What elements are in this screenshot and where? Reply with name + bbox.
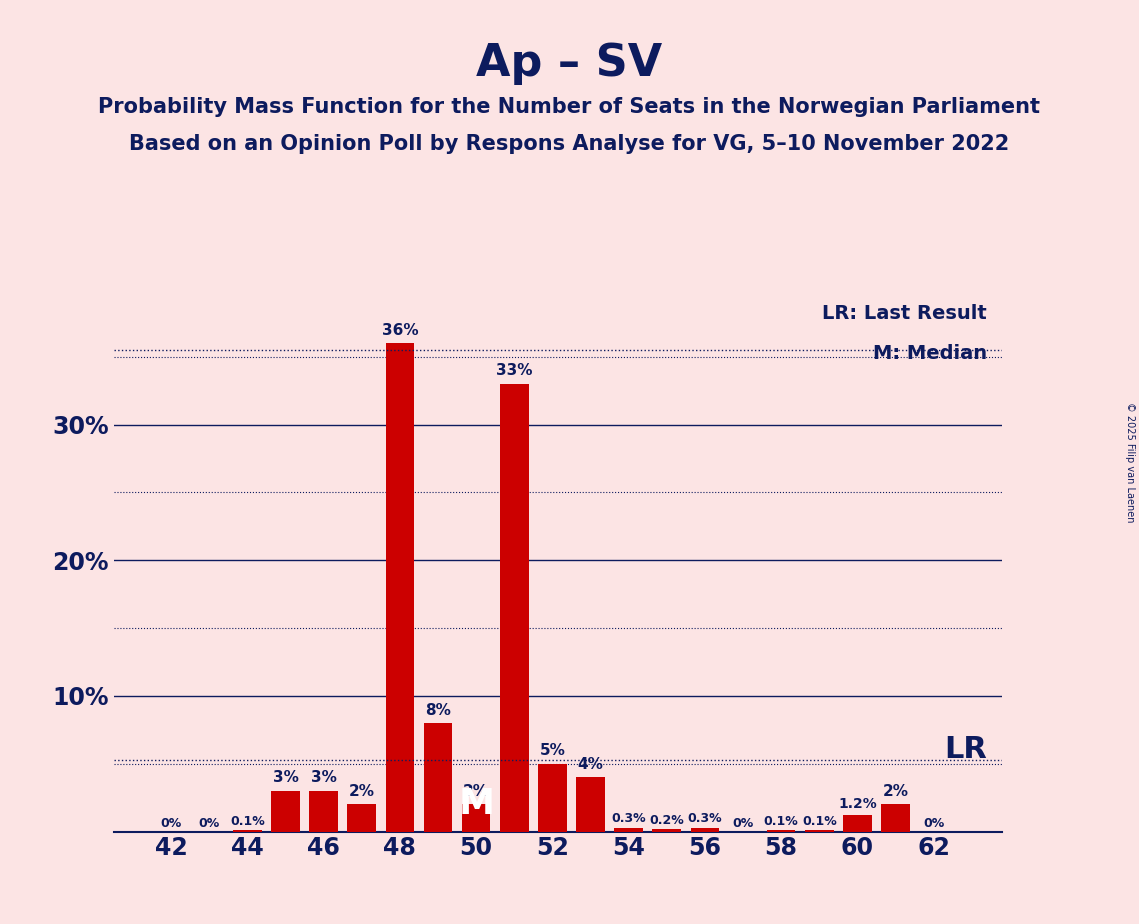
Bar [690,828,719,832]
Text: 1.2%: 1.2% [838,797,877,811]
Bar [882,805,910,832]
Text: M: Median: M: Median [872,344,988,363]
Text: 0.1%: 0.1% [802,815,837,828]
Text: 0.1%: 0.1% [230,815,264,828]
Bar [386,343,415,832]
Text: 0%: 0% [732,817,754,830]
Bar [500,383,528,832]
Text: 2%: 2% [349,784,375,799]
Text: 2%: 2% [464,784,489,799]
Text: 36%: 36% [382,322,418,338]
Text: 0%: 0% [198,817,220,830]
Text: LR: Last Result: LR: Last Result [822,304,988,322]
Text: 3%: 3% [311,771,336,785]
Bar [653,829,681,832]
Text: Based on an Opinion Poll by Respons Analyse for VG, 5–10 November 2022: Based on an Opinion Poll by Respons Anal… [130,134,1009,154]
Text: © 2025 Filip van Laenen: © 2025 Filip van Laenen [1125,402,1134,522]
Text: 0.2%: 0.2% [649,814,685,827]
Text: 33%: 33% [495,363,533,379]
Bar [576,777,605,832]
Bar [538,764,567,832]
Text: 0.3%: 0.3% [612,812,646,825]
Text: 0.3%: 0.3% [688,812,722,825]
Bar [843,815,871,832]
Text: 5%: 5% [540,743,565,759]
Bar [614,828,642,832]
Bar [461,805,491,832]
Bar [310,791,338,832]
Bar [271,791,300,832]
Bar [233,831,262,832]
Bar [805,831,834,832]
Bar [767,831,795,832]
Text: Ap – SV: Ap – SV [476,42,663,85]
Bar [347,805,376,832]
Text: M: M [458,786,494,821]
Text: 4%: 4% [577,757,604,772]
Text: Probability Mass Function for the Number of Seats in the Norwegian Parliament: Probability Mass Function for the Number… [98,97,1041,117]
Text: 0%: 0% [161,817,182,830]
Bar [424,723,452,832]
Text: 0.1%: 0.1% [764,815,798,828]
Text: 8%: 8% [425,702,451,718]
Text: 3%: 3% [272,771,298,785]
Text: 2%: 2% [883,784,909,799]
Text: LR: LR [944,736,988,764]
Text: 0%: 0% [923,817,944,830]
